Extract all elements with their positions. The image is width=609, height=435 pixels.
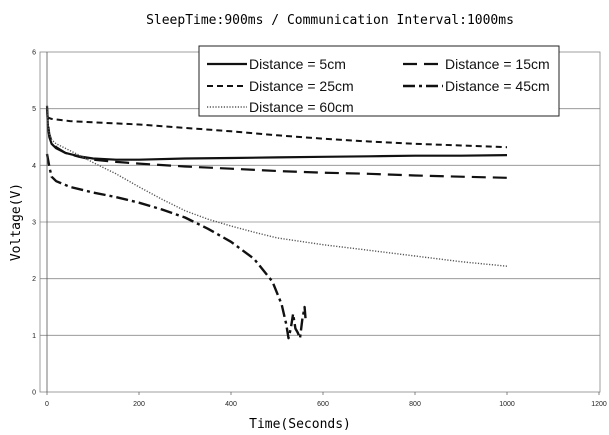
legend-label-4: Distance = 45cm — [445, 78, 550, 94]
legend-label-2: Distance = 15cm — [445, 56, 550, 72]
chart-legend: Distance = 5cm Distance = 15cm Distance = … — [198, 45, 560, 117]
series-line-1 — [45, 108, 508, 161]
y-tick-label-5: 5 — [32, 106, 36, 113]
series-line-5 — [46, 105, 508, 267]
x-tick-label-1200: 1200 — [591, 401, 607, 408]
x-axis-ticks: 0 200 400 600 800 1000 1200 — [45, 52, 607, 408]
y-tick-label-3: 3 — [32, 220, 36, 227]
y-tick-label-1: 1 — [32, 333, 36, 340]
y-tick-label-4: 4 — [32, 163, 36, 170]
series-line-4 — [45, 153, 307, 340]
series-line-2 — [45, 105, 508, 179]
plot-area: 0 200 400 600 800 1000 1200 0 1 2 3 4 5 6 — [32, 50, 607, 409]
x-tick-label-600: 600 — [317, 401, 329, 408]
y-axis-ticks: 0 1 2 3 4 5 6 — [32, 50, 36, 397]
x-tick-label-800: 800 — [409, 401, 421, 408]
y-tick-label-6: 6 — [32, 50, 36, 57]
x-tick-label-200: 200 — [133, 401, 145, 408]
x-axis-title: Time(Seconds) — [249, 417, 351, 432]
x-tick-label-400: 400 — [225, 401, 237, 408]
grid-lines — [40, 108, 600, 336]
x-tick-label-0: 0 — [45, 401, 49, 408]
series-lines — [45, 105, 508, 340]
y-tick-label-0: 0 — [32, 390, 36, 397]
legend-label-1: Distance = 5cm — [249, 56, 346, 72]
legend-label-5: Distance = 60cm — [249, 99, 354, 115]
y-tick-label-2: 2 — [32, 276, 36, 283]
series-line-3 — [46, 116, 508, 149]
legend-box — [198, 45, 560, 117]
chart-title: SleepTime:900ms / Communication Interval… — [146, 13, 514, 28]
legend-label-3: Distance = 25cm — [249, 78, 354, 94]
x-tick-label-1000: 1000 — [499, 401, 515, 408]
y-axis-title: Voltage(V) — [9, 183, 24, 261]
